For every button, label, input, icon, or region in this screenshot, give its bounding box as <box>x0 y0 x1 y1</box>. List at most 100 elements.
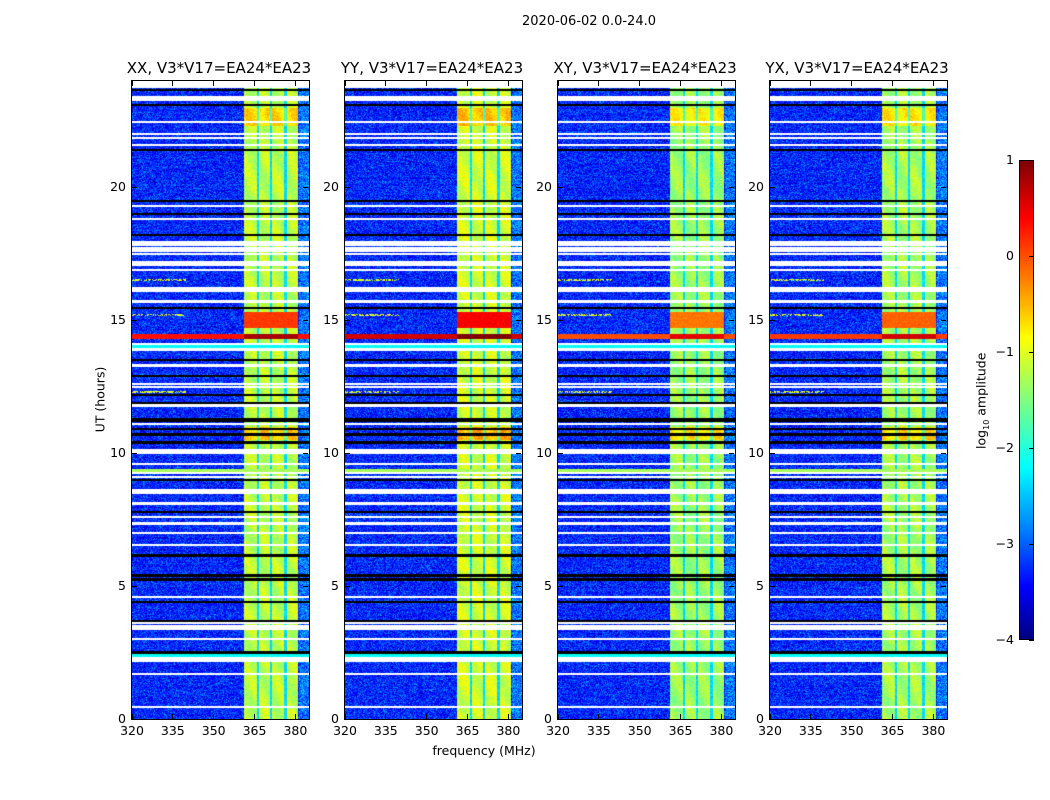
x-tick-mark <box>344 714 346 719</box>
y-tick-label: 10 <box>110 445 126 461</box>
y-tick-label: 15 <box>748 312 764 328</box>
x-axis-label: frequency (MHz) <box>432 743 536 758</box>
y-tick-mark <box>770 585 775 587</box>
x-tick-mark <box>294 714 296 719</box>
x-tick-mark <box>892 714 894 719</box>
y-tick-label: 20 <box>536 179 552 195</box>
colorbar-tick-label: 1 <box>1006 152 1014 167</box>
x-tick-mark <box>851 714 853 719</box>
x-tick-label: 320 <box>333 723 357 738</box>
y-tick-mark <box>770 319 775 321</box>
y-tick-mark <box>729 718 734 720</box>
y-tick-mark <box>303 452 308 454</box>
panel-title-yy: YY, V3*V17=EA24*EA23 <box>340 59 524 77</box>
y-tick-mark <box>516 452 521 454</box>
y-tick-label: 20 <box>323 179 339 195</box>
colorbar <box>1019 160 1034 640</box>
heatmap-yx <box>770 81 947 719</box>
y-tick-mark <box>558 585 563 587</box>
x-tick-mark <box>720 81 722 86</box>
x-tick-label: 320 <box>546 723 570 738</box>
y-tick-mark <box>132 452 137 454</box>
x-tick-label: 350 <box>839 723 864 738</box>
y-tick-mark <box>558 319 563 321</box>
y-tick-label: 0 <box>544 711 552 726</box>
x-tick-mark <box>598 81 600 86</box>
x-tick-mark <box>557 714 559 719</box>
panel-yx <box>769 80 948 720</box>
x-tick-label: 380 <box>709 723 734 738</box>
x-tick-mark <box>810 714 812 719</box>
y-tick-mark <box>729 452 734 454</box>
x-tick-label: 365 <box>455 723 480 738</box>
x-tick-mark <box>507 81 509 86</box>
x-tick-label: 350 <box>201 723 226 738</box>
y-tick-label: 15 <box>110 312 126 328</box>
x-tick-label: 380 <box>921 723 946 738</box>
x-tick-mark <box>213 81 215 86</box>
x-tick-mark <box>213 714 215 719</box>
y-tick-label: 5 <box>756 578 764 594</box>
y-tick-mark <box>941 452 946 454</box>
y-tick-mark <box>941 585 946 587</box>
x-tick-label: 350 <box>627 723 652 738</box>
y-tick-mark <box>770 718 775 720</box>
x-tick-mark <box>385 81 387 86</box>
x-tick-label: 335 <box>160 723 185 738</box>
x-tick-mark <box>557 81 559 86</box>
y-tick-mark <box>132 319 137 321</box>
x-tick-mark <box>254 81 256 86</box>
x-tick-mark <box>254 714 256 719</box>
x-tick-mark <box>131 714 133 719</box>
x-tick-mark <box>507 714 509 719</box>
y-tick-label: 20 <box>110 179 126 195</box>
y-tick-mark <box>345 452 350 454</box>
x-tick-mark <box>932 81 934 86</box>
y-tick-label: 15 <box>536 312 552 328</box>
y-tick-label: 0 <box>118 711 126 726</box>
y-tick-mark <box>558 452 563 454</box>
colorbar-tick-mark <box>1029 447 1034 449</box>
x-tick-mark <box>639 714 641 719</box>
x-tick-label: 335 <box>586 723 611 738</box>
y-tick-mark <box>303 186 308 188</box>
colorbar-tick-label: −1 <box>995 344 1014 359</box>
panel-title-yx: YX, V3*V17=EA24*EA23 <box>765 59 949 77</box>
y-tick-mark <box>345 186 350 188</box>
panel-xy <box>557 80 736 720</box>
x-tick-label: 365 <box>880 723 905 738</box>
x-tick-label: 335 <box>798 723 823 738</box>
y-tick-mark <box>558 186 563 188</box>
y-tick-mark <box>516 186 521 188</box>
y-tick-label: 10 <box>323 445 339 461</box>
y-tick-label: 20 <box>748 179 764 195</box>
y-tick-mark <box>729 585 734 587</box>
x-tick-label: 365 <box>242 723 267 738</box>
y-tick-label: 5 <box>118 578 126 594</box>
y-tick-mark <box>303 585 308 587</box>
y-tick-label: 5 <box>331 578 339 594</box>
panel-yy <box>344 80 523 720</box>
y-tick-mark <box>770 452 775 454</box>
y-tick-mark <box>516 718 521 720</box>
x-tick-mark <box>769 81 771 86</box>
colorbar-tick-mark <box>1029 351 1034 353</box>
y-tick-mark <box>303 718 308 720</box>
colorbar-tick-label: 0 <box>1006 248 1014 263</box>
panel-title-xx: XX, V3*V17=EA24*EA23 <box>126 59 312 77</box>
y-tick-mark <box>516 319 521 321</box>
x-tick-mark <box>769 714 771 719</box>
x-tick-mark <box>467 714 469 719</box>
x-tick-label: 380 <box>496 723 521 738</box>
x-tick-label: 380 <box>283 723 308 738</box>
x-tick-mark <box>639 81 641 86</box>
x-tick-mark <box>598 714 600 719</box>
y-tick-mark <box>345 585 350 587</box>
x-tick-mark <box>810 81 812 86</box>
y-tick-label: 0 <box>756 711 764 726</box>
colorbar-tick-mark <box>1029 543 1034 545</box>
x-tick-mark <box>131 81 133 86</box>
y-tick-mark <box>516 585 521 587</box>
x-tick-mark <box>680 714 682 719</box>
y-tick-mark <box>729 186 734 188</box>
